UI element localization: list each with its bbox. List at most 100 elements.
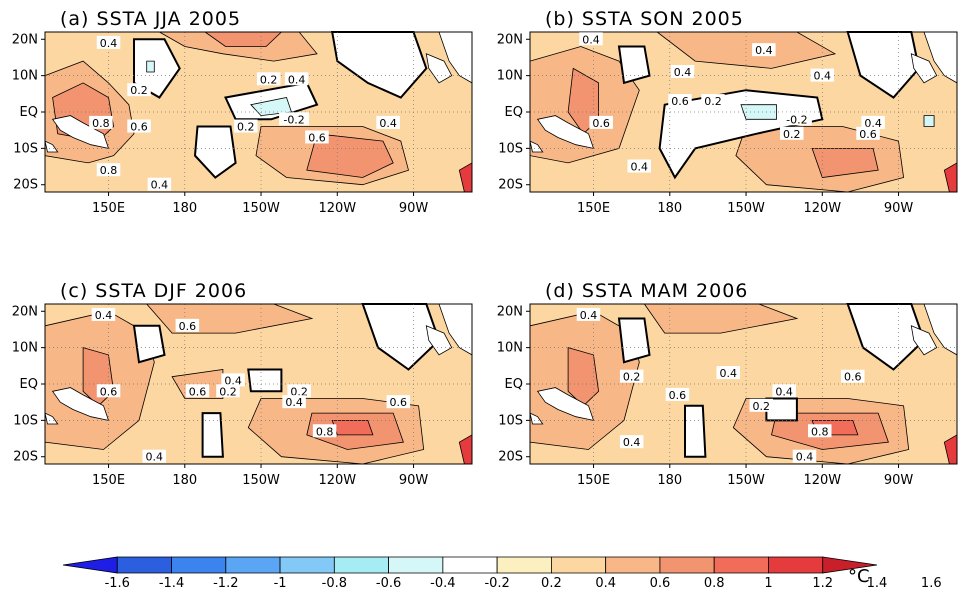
contour-label: 0.4 [95, 309, 113, 322]
contour-label: -0.2 [283, 113, 304, 126]
colorbar-tick-label: 1.2 [812, 576, 834, 591]
lat-tick-label: 20N [12, 32, 38, 47]
colorbar-tick-label: -0.6 [375, 576, 402, 591]
contour-label: 0.6 [844, 371, 862, 384]
colorbar-tick-label: -1.6 [104, 576, 130, 591]
lon-tick-label: 150E [92, 473, 125, 488]
lat-tick-label: 20S [498, 450, 523, 465]
lon-tick-label: 180 [172, 473, 197, 488]
panel-c-title: (c) SSTA DJF 2006 [60, 280, 248, 302]
colorbar-tick-label: 1.6 [920, 576, 942, 591]
colorbar-tick-label: -0.2 [484, 576, 510, 591]
lon-tick-label: 150W [727, 473, 765, 488]
contour-label: 0.6 [669, 389, 687, 402]
anomaly-region [306, 133, 394, 178]
lat-tick-label: 10S [13, 413, 38, 428]
anomaly-region [193, 125, 237, 179]
lon-tick-label: 90W [884, 473, 914, 488]
colorbar-segment [496, 556, 552, 574]
panel-d-map: 20N 10N EQ 10S 20S 150E 180 150W 120W 90W 0.4 0.2 0.… [497, 303, 958, 488]
contour-label: 0.6 [390, 396, 408, 409]
colorbar-tick-label: 0.4 [595, 576, 616, 591]
contour-label: 0.6 [179, 320, 197, 333]
lon-tick-label: 120W [318, 473, 356, 488]
contour-label: 0.4 [151, 179, 169, 192]
contour-label: 0.6 [130, 121, 148, 134]
colorbar-tick-label: 0.2 [541, 576, 562, 591]
panel-a-title: (a) SSTA JJA 2005 [60, 8, 242, 30]
anomaly-region [684, 404, 707, 458]
contour-label: 0.4 [623, 436, 641, 449]
lat-tick-label: 10N [12, 341, 38, 356]
colorbar-segment [822, 556, 878, 574]
lat-tick-label: 20N [497, 304, 523, 319]
contour-label: 0.4 [755, 44, 773, 57]
colorbar-tick-label: -1 [273, 576, 287, 591]
panel-d-title: (d) SSTA MAM 2006 [545, 280, 749, 302]
contour-label: 0.6 [100, 385, 118, 398]
colorbar-tick-label: 1 [764, 576, 773, 591]
lon-tick-label: 150E [92, 201, 125, 216]
contour-label: 0.4 [796, 451, 814, 464]
panel-b-title: (b) SSTA SON 2005 [545, 8, 744, 30]
colorbar-tick-label: 0.6 [649, 576, 671, 591]
colorbar-unit: °C [848, 566, 870, 587]
contour-label: 0.4 [674, 66, 692, 79]
contour-label: 0.2 [130, 84, 148, 97]
lat-tick-label: EQ [505, 105, 523, 120]
lon-tick-label: 120W [318, 201, 356, 216]
colorbar-segment [442, 556, 498, 574]
landmass [529, 140, 544, 153]
lat-tick-label: EQ [505, 377, 523, 392]
lat-tick-label: 20S [13, 178, 38, 193]
anomaly-region [811, 148, 879, 178]
contour-label: 0.2 [704, 95, 722, 108]
lat-tick-label: 10N [497, 341, 523, 356]
contour-label: 0.8 [100, 164, 118, 177]
lon-tick-label: 150E [577, 473, 610, 488]
contour-label: 0.8 [811, 425, 829, 438]
colorbar-segment [225, 556, 281, 574]
lat-tick-label: 10S [13, 141, 38, 156]
contour-label: 0.4 [285, 396, 303, 409]
lat-tick-label: 10S [498, 141, 523, 156]
colorbar-segment [279, 556, 335, 574]
colorbar-segment [550, 556, 607, 574]
contour-label: 0.4 [379, 117, 397, 130]
contour-label: 0.4 [631, 161, 649, 174]
lon-tick-label: 180 [172, 201, 197, 216]
contour-label: 0.4 [582, 33, 600, 46]
contour-label: 0.2 [753, 400, 771, 413]
colorbar-segment [62, 556, 118, 574]
contour-label: 0.2 [783, 128, 801, 141]
lon-tick-label: 180 [657, 473, 682, 488]
contour-label: 0.4 [580, 309, 598, 322]
colorbar [62, 556, 878, 574]
contour-label: 0.4 [864, 117, 882, 130]
landmass [44, 140, 59, 153]
contour-label: 0.8 [92, 117, 110, 130]
colorbar-tick-label: 0.8 [703, 576, 725, 591]
lat-tick-label: EQ [20, 377, 38, 392]
lat-tick-label: 10N [12, 69, 38, 84]
colorbar-tick-label: 1.4 [866, 576, 888, 591]
anomaly-region [201, 412, 224, 458]
contour-label: 0.2 [260, 73, 278, 86]
colorbar-tick-label: -1.4 [158, 576, 185, 591]
lat-tick-label: 20N [497, 32, 523, 47]
lon-tick-label: 150W [727, 201, 765, 216]
colorbar-segment [713, 556, 769, 574]
colorbar-segment [388, 556, 444, 574]
colorbar-segment [116, 556, 172, 574]
panel-c-map: 20N 10N EQ 10S 20S 150E 180 150W 120W 90W 0.4 0.6 0.… [12, 303, 473, 488]
landmass [529, 412, 544, 425]
panel-a-map: 20N 10N EQ 10S 20S 150E 180 150W 120W 90W 0.4 0.2 0.… [12, 31, 473, 216]
anomaly-region [567, 347, 600, 407]
contour-label: 0.4 [146, 451, 164, 464]
contour-label: 0.2 [623, 371, 641, 384]
field-shapes [529, 31, 958, 193]
lon-tick-label: 180 [657, 201, 682, 216]
contour-label: 0.2 [290, 385, 308, 398]
anomaly-region [658, 89, 824, 180]
colorbar-tick-label: -0.4 [430, 576, 456, 591]
